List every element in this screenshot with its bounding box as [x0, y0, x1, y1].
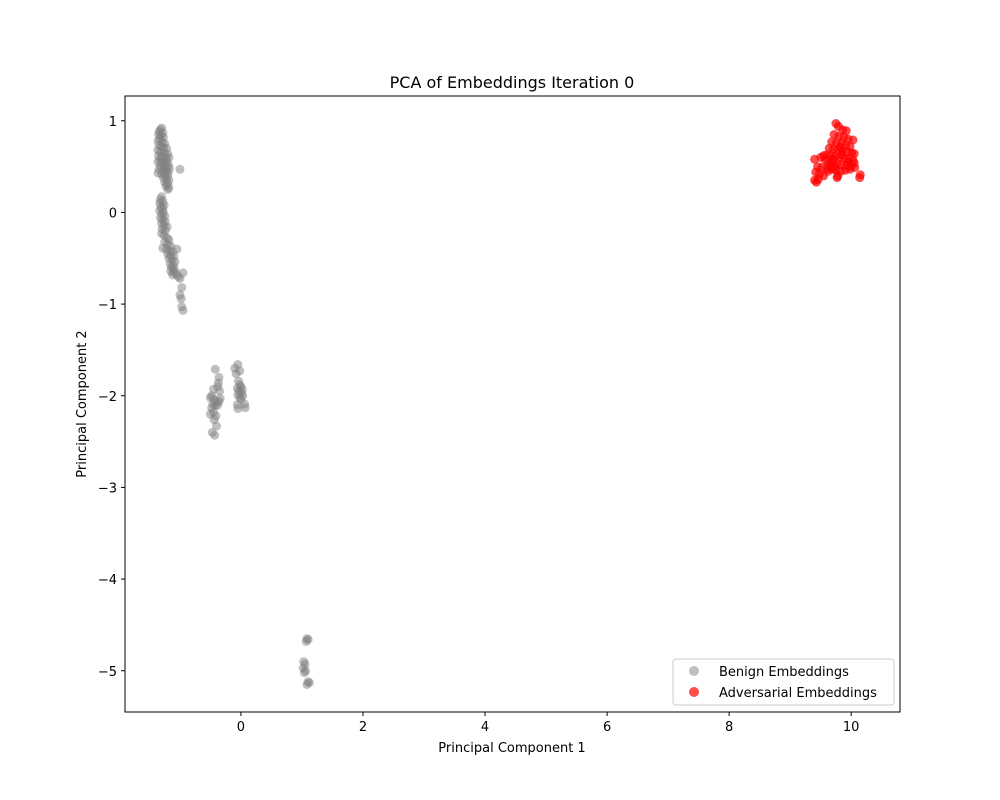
adversarial-point-56	[813, 174, 823, 184]
y-tick-label: 1	[109, 115, 117, 130]
benign-point-130	[235, 366, 245, 376]
adversarial-point-63	[835, 142, 845, 152]
y-axis-ticks: 1 0 −1 −2 −3 −4 −5	[98, 115, 125, 680]
benign-point-123	[215, 386, 225, 396]
benign-point-148	[301, 636, 311, 646]
benign-point-103	[178, 306, 188, 315]
benign-point-101	[176, 294, 186, 304]
adversarial-point-53	[832, 173, 842, 183]
x-tick-label: 6	[603, 720, 611, 735]
benign-point-49	[163, 185, 173, 194]
benign-point-81	[172, 244, 182, 254]
adversarial-point-46	[845, 164, 855, 174]
benign-point-98	[175, 273, 185, 283]
benign-point-126	[213, 400, 223, 410]
y-axis-label: Principal Component 2	[75, 330, 90, 477]
benign-point-104	[210, 364, 220, 374]
adversarial-point-61	[843, 157, 853, 167]
x-tick-label: 4	[481, 720, 489, 735]
adversarial-point-58	[855, 173, 865, 183]
legend-frame	[672, 658, 895, 706]
x-tick-label: 8	[725, 720, 733, 735]
adversarial-point-60	[837, 150, 847, 160]
benign-point-99	[177, 283, 187, 293]
x-tick-label: 2	[359, 720, 367, 735]
adversarial-point-64	[830, 163, 840, 172]
x-axis-ticks: 0 2 4 6 8 10	[237, 712, 860, 735]
legend-label-benign: Benign Embeddings	[719, 665, 849, 680]
legend-marker-adversarial	[689, 687, 699, 697]
y-tick-label: −2	[98, 390, 117, 405]
benign-point-144	[240, 403, 250, 413]
legend: Benign Embeddings Adversarial Embeddings	[672, 658, 895, 706]
benign-point-50	[175, 164, 185, 174]
y-tick-label: −4	[98, 573, 117, 588]
x-tick-label: 10	[843, 720, 860, 735]
benign-point-153	[299, 668, 309, 678]
benign-point-156	[304, 678, 314, 688]
benign-point-145	[233, 404, 243, 414]
y-tick-label: 0	[109, 206, 117, 221]
x-axis-label: Principal Component 1	[438, 741, 585, 756]
benign-point-117	[212, 421, 221, 431]
benign-point-119	[210, 430, 220, 440]
legend-label-adversarial: Adversarial Embeddings	[719, 686, 877, 701]
x-tick-label: 0	[237, 720, 245, 735]
legend-marker-benign	[689, 666, 699, 676]
plot-points	[153, 119, 865, 689]
plot-area-frame	[124, 95, 901, 713]
y-tick-label: −5	[98, 665, 117, 680]
y-tick-label: −1	[98, 298, 117, 313]
y-tick-label: −3	[98, 481, 117, 496]
chart-title: PCA of Embeddings Iteration 0	[390, 73, 635, 92]
